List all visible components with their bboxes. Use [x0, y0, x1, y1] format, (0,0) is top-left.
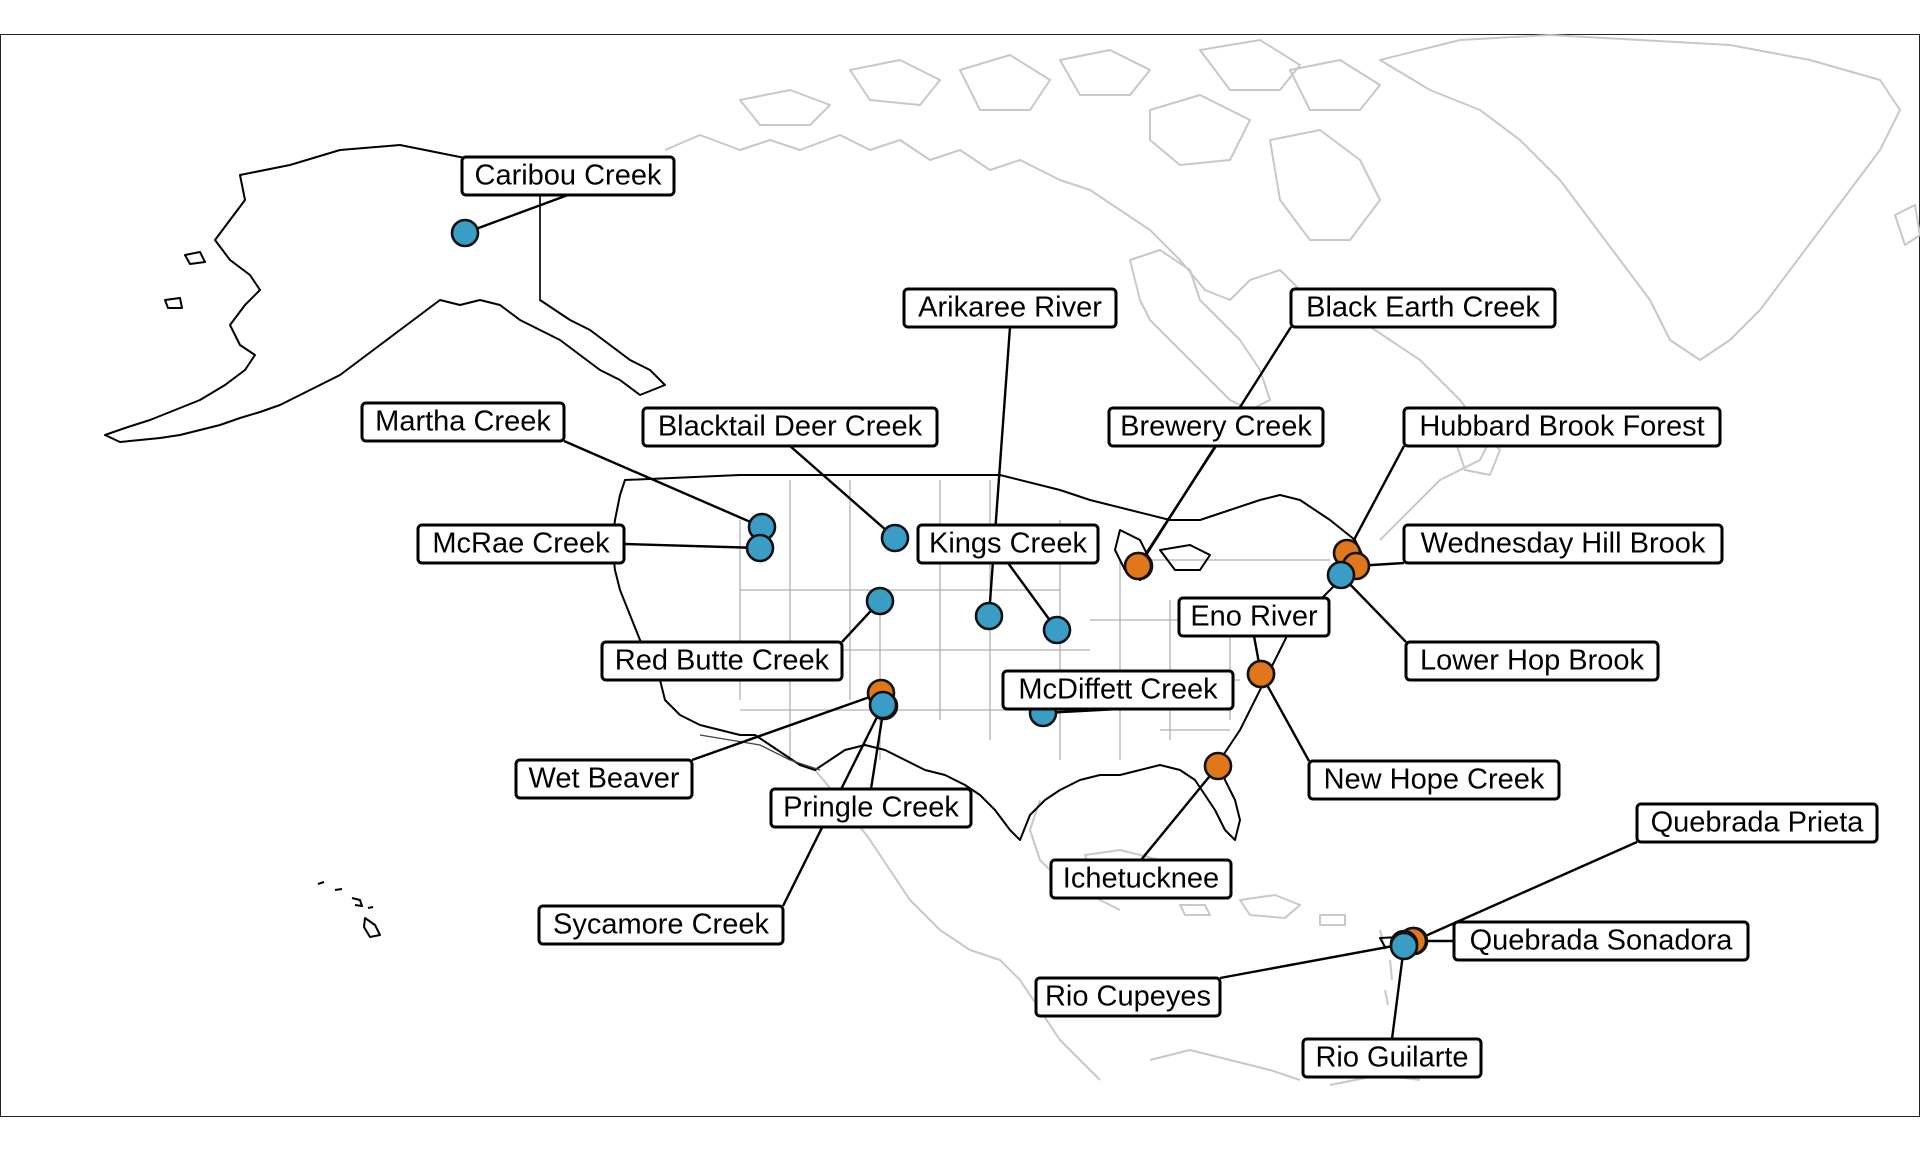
- point-mcrae-creek: [745, 533, 775, 563]
- label-text: Brewery Creek: [1120, 411, 1312, 443]
- label-text: Quebrada Prieta: [1651, 807, 1865, 839]
- label-box: [1635, 802, 1879, 844]
- label-box: [1301, 1037, 1483, 1079]
- leader-ichetucknee: [1140, 765, 1219, 861]
- label-box: [1049, 858, 1233, 900]
- leader-caribou-creek: [464, 193, 569, 235]
- label-box: [1402, 406, 1722, 448]
- point-rio-guilarte: [1389, 931, 1419, 961]
- site-points: [450, 218, 1429, 961]
- label-box: [1402, 523, 1724, 565]
- leader-rio-guilarte: [1390, 945, 1406, 1040]
- leader-quebrada-prieta: [1413, 840, 1638, 943]
- leader-new-hope-creek: [1259, 673, 1311, 762]
- label-text: Martha Creek: [375, 406, 551, 438]
- label-brewery-creek: Brewery Creek: [1107, 406, 1325, 448]
- label-quebrada-prieta: Quebrada Prieta: [1635, 802, 1879, 844]
- leader-brewery-creek: [1136, 445, 1218, 567]
- label-hubbard-brook-forest: Hubbard Brook Forest: [1402, 406, 1722, 448]
- label-text: McDiffett Creek: [1018, 674, 1218, 706]
- label-box: [460, 155, 676, 197]
- point-caribou-creek: [450, 218, 480, 248]
- label-ichetucknee: Ichetucknee: [1049, 858, 1233, 900]
- label-text: Red Butte Creek: [615, 645, 830, 677]
- label-text: Wednesday Hill Brook: [1421, 528, 1706, 560]
- label-sycamore-creek: Sycamore Creek: [537, 904, 785, 946]
- label-box: [537, 904, 785, 946]
- point-brewery-creek: [1123, 551, 1153, 581]
- label-box: [416, 523, 626, 565]
- label-text: Blacktail Deer Creek: [658, 411, 923, 443]
- label-text: Pringle Creek: [783, 792, 959, 824]
- point-blacktail-deer-creek: [880, 523, 910, 553]
- label-wednesday-hill-brook: Wednesday Hill Brook: [1402, 523, 1724, 565]
- label-text: Eno River: [1190, 601, 1318, 633]
- label-quebrada-sonadora: Quebrada Sonadora: [1452, 920, 1750, 962]
- label-text: Caribou Creek: [475, 160, 662, 192]
- label-lower-hop-brook: Lower Hop Brook: [1404, 640, 1660, 682]
- point-new-hope-creek: [1246, 659, 1276, 689]
- label-box: [769, 787, 973, 829]
- label-new-hope-creek: New Hope Creek: [1307, 759, 1561, 801]
- label-blacktail-deer-creek: Blacktail Deer Creek: [641, 406, 939, 448]
- leader-arikaree-river: [987, 326, 1012, 617]
- label-arikaree-river: Arikaree River: [902, 287, 1118, 329]
- leader-martha-creek: [563, 439, 763, 529]
- leader-wet-beaver: [691, 691, 882, 762]
- label-martha-creek: Martha Creek: [360, 401, 566, 443]
- label-box: [641, 406, 939, 448]
- label-mcdiffett-creek: McDiffett Creek: [1001, 669, 1235, 711]
- label-pringle-creek: Pringle Creek: [769, 787, 973, 829]
- label-text: Arikaree River: [918, 292, 1102, 324]
- label-box: [600, 640, 844, 682]
- leader-hubbard-brook-forest: [1345, 445, 1406, 554]
- point-lower-hop-brook: [1326, 560, 1356, 590]
- label-text: Quebrada Sonadora: [1470, 925, 1734, 957]
- label-kings-creek: Kings Creek: [916, 523, 1100, 565]
- label-text: Ichetucknee: [1063, 863, 1219, 895]
- label-rio-cupeyes: Rio Cupeyes: [1034, 976, 1222, 1018]
- point-red-butte-creek: [865, 586, 895, 616]
- label-rio-guilarte: Rio Guilarte: [1301, 1037, 1483, 1079]
- label-caribou-creek: Caribou Creek: [460, 155, 676, 197]
- label-black-earth-creek: Black Earth Creek: [1289, 287, 1557, 329]
- label-red-butte-creek: Red Butte Creek: [600, 640, 844, 682]
- label-text: Rio Guilarte: [1315, 1042, 1468, 1074]
- label-text: New Hope Creek: [1324, 764, 1545, 796]
- label-text: McRae Creek: [432, 528, 610, 560]
- leader-lower-hop-brook: [1340, 574, 1407, 643]
- label-box: [1001, 669, 1235, 711]
- label-box: [1107, 406, 1325, 448]
- label-box: [1289, 287, 1557, 329]
- site-labels: Caribou Creek Arikaree River Black Earth C…: [360, 155, 1879, 1079]
- label-text: Wet Beaver: [529, 763, 680, 795]
- label-box: [514, 758, 694, 800]
- point-arikaree-river: [974, 601, 1004, 631]
- label-box: [916, 523, 1100, 565]
- label-text: Sycamore Creek: [553, 909, 769, 941]
- leader-blacktail-deer-creek: [789, 445, 896, 539]
- point-sycamore-creek: [868, 690, 898, 720]
- label-box: [1177, 596, 1331, 638]
- leader-mcrae-creek: [623, 542, 761, 550]
- label-box: [1452, 920, 1750, 962]
- label-text: Hubbard Brook Forest: [1419, 411, 1704, 443]
- label-text: Black Earth Creek: [1306, 292, 1540, 324]
- leader-rio-cupeyes: [1219, 942, 1405, 980]
- label-text: Kings Creek: [929, 528, 1087, 560]
- label-eno-river: Eno River: [1177, 596, 1331, 638]
- label-box: [902, 287, 1118, 329]
- label-box: [1034, 976, 1222, 1018]
- point-ichetucknee: [1203, 751, 1233, 781]
- point-kings-creek: [1042, 615, 1072, 645]
- label-box: [1307, 759, 1561, 801]
- label-text: Rio Cupeyes: [1045, 981, 1211, 1013]
- label-wet-beaver: Wet Beaver: [514, 758, 694, 800]
- label-text: Lower Hop Brook: [1420, 645, 1645, 677]
- label-box: [1404, 640, 1660, 682]
- label-mcrae-creek: McRae Creek: [416, 523, 626, 565]
- label-box: [360, 401, 566, 443]
